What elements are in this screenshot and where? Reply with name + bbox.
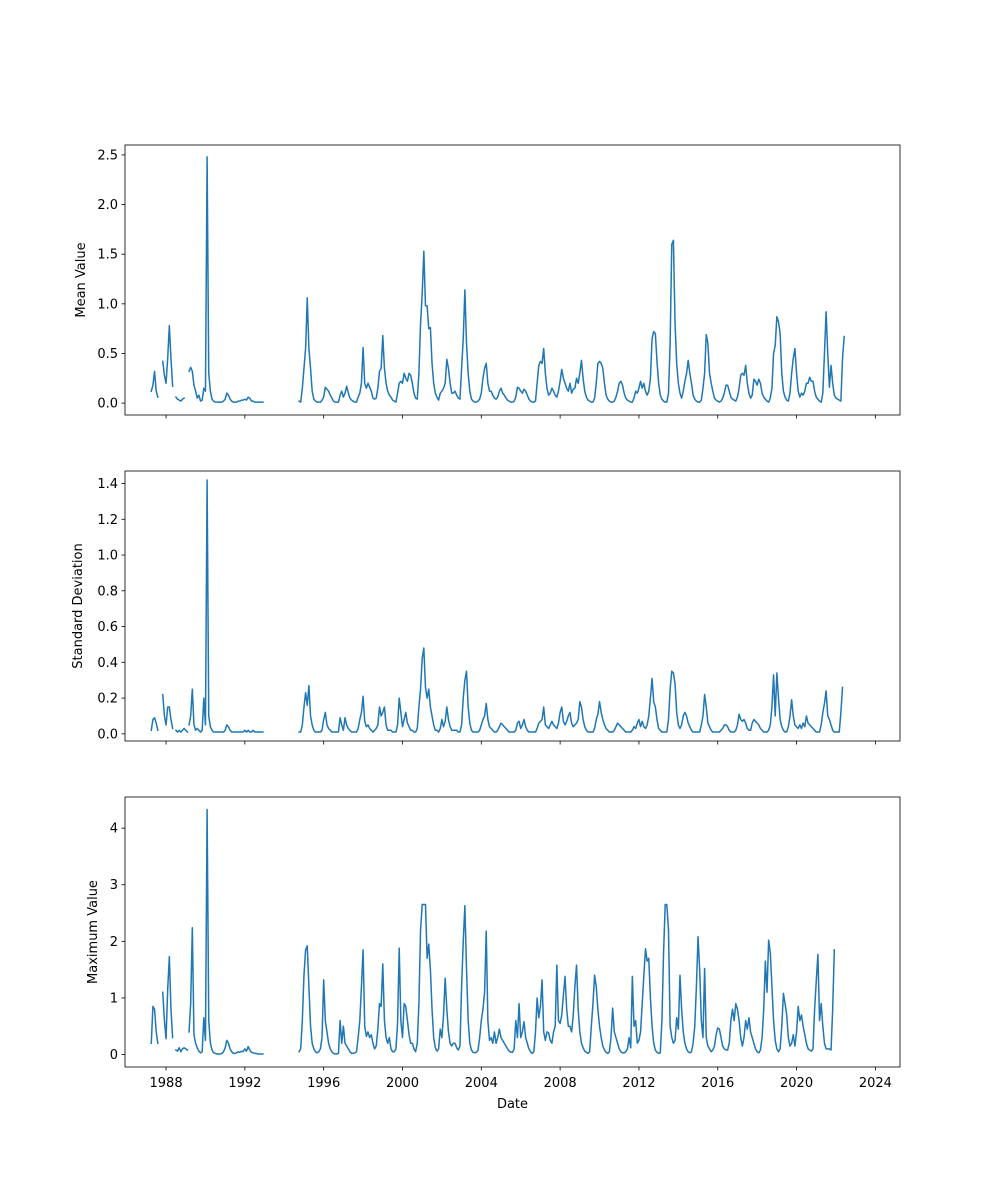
x-tick-label: 2024 bbox=[859, 1076, 892, 1091]
x-tick-label: 1988 bbox=[150, 1076, 183, 1091]
series-line-segment bbox=[161, 324, 174, 388]
x-tick-label: 2008 bbox=[544, 1076, 577, 1091]
series-lines bbox=[150, 479, 844, 734]
series-line-segment bbox=[298, 903, 836, 1055]
x-tick-label: 2020 bbox=[780, 1076, 813, 1091]
x-tick-label: 2000 bbox=[386, 1076, 419, 1091]
series-line-segment bbox=[174, 727, 189, 734]
series-line-segment bbox=[174, 396, 186, 402]
y-tick-label: 1 bbox=[110, 991, 118, 1006]
series-line-segment bbox=[188, 156, 264, 403]
y-tick-label: 0.5 bbox=[97, 347, 118, 362]
y-tick-label: 1.5 bbox=[97, 248, 118, 263]
series-line-segment bbox=[150, 370, 159, 399]
y-axis-label: Mean Value bbox=[74, 242, 89, 317]
x-tick-label: 2004 bbox=[465, 1076, 498, 1091]
series-lines bbox=[150, 156, 845, 403]
series-line-segment bbox=[298, 647, 844, 733]
y-axis-label: Maximum Value bbox=[86, 880, 101, 984]
series-line-segment bbox=[161, 693, 174, 730]
axes-frame bbox=[124, 796, 901, 1068]
series-lines bbox=[150, 808, 836, 1055]
x-tick-label: 1992 bbox=[228, 1076, 261, 1091]
y-tick-label: 2.5 bbox=[97, 148, 118, 163]
subplot-1: 0.0 0.5 1.0 1.5 2.0 2.5 Mean Value bbox=[74, 144, 901, 419]
series-line-segment bbox=[188, 479, 264, 733]
x-tick-label: 1996 bbox=[307, 1076, 340, 1091]
y-tick-label: 0.0 bbox=[97, 727, 118, 742]
y-tick-label: 0.2 bbox=[97, 692, 118, 707]
x-tick-label: 2012 bbox=[622, 1076, 655, 1091]
y-tick-label: 1.4 bbox=[97, 477, 118, 492]
y-tick-label: 2 bbox=[110, 935, 118, 950]
axes-frame bbox=[124, 144, 901, 416]
y-tick-label: 2.0 bbox=[97, 198, 118, 213]
series-line-segment bbox=[150, 717, 159, 732]
y-tick-label: 0.4 bbox=[97, 656, 118, 671]
series-line-segment bbox=[150, 1005, 159, 1045]
series-line-segment bbox=[188, 808, 264, 1055]
y-tick-label: 1.0 bbox=[97, 297, 118, 312]
x-tick-label: 2016 bbox=[701, 1076, 734, 1091]
y-tick-label: 4 bbox=[110, 822, 118, 837]
x-axis-label: Date bbox=[497, 1097, 528, 1112]
y-axis-label: Standard Deviation bbox=[71, 543, 86, 668]
y-tick-label: 0 bbox=[110, 1048, 118, 1063]
subplot-2: 0.0 0.2 0.4 0.6 0.8 1.0 1.2 1.4 Standard Deviati… bbox=[71, 470, 901, 745]
series-line-segment bbox=[161, 955, 174, 1040]
y-tick-label: 3 bbox=[110, 878, 118, 893]
axes-frame bbox=[124, 470, 901, 742]
y-tick-label: 1.0 bbox=[97, 549, 118, 564]
y-tick-label: 0.0 bbox=[97, 397, 118, 412]
series-line-segment bbox=[174, 1047, 189, 1053]
y-tick-label: 1.2 bbox=[97, 513, 118, 528]
subplot-3: 0 1 2 3 4 1988 1992 1996 2000 2004 2008 2012 2016 202… bbox=[86, 796, 901, 1112]
y-tick-label: 0.8 bbox=[97, 584, 118, 599]
y-tick-label: 0.6 bbox=[97, 620, 118, 635]
series-line-segment bbox=[298, 239, 845, 403]
